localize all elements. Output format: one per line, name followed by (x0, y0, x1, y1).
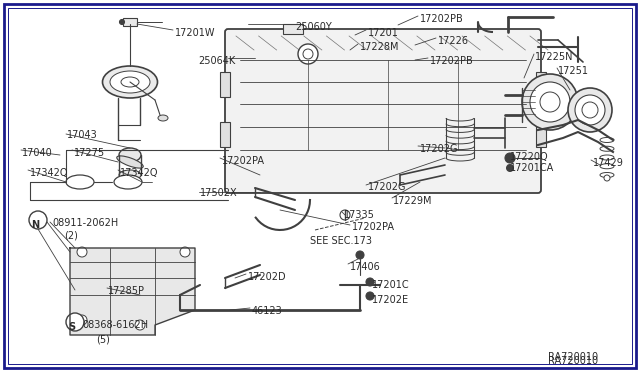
Ellipse shape (116, 156, 143, 168)
Text: 17228M: 17228M (360, 42, 399, 52)
Ellipse shape (66, 175, 94, 189)
Ellipse shape (119, 170, 141, 180)
Text: 17202E: 17202E (372, 295, 409, 305)
Text: 17226: 17226 (438, 36, 469, 46)
Circle shape (298, 44, 318, 64)
Text: 17040: 17040 (22, 148, 52, 158)
Ellipse shape (114, 175, 142, 189)
Ellipse shape (102, 66, 157, 98)
Text: 17275: 17275 (74, 148, 105, 158)
Text: 17406: 17406 (350, 262, 381, 272)
FancyBboxPatch shape (225, 29, 541, 193)
Text: RA720010: RA720010 (548, 356, 598, 366)
Text: 17202PB: 17202PB (420, 14, 464, 24)
Circle shape (303, 49, 313, 59)
Ellipse shape (119, 148, 141, 162)
Text: 17201C: 17201C (372, 280, 410, 290)
Text: 17202G: 17202G (368, 182, 406, 192)
Circle shape (575, 95, 605, 125)
Bar (536, 122, 546, 147)
Circle shape (66, 313, 84, 331)
Ellipse shape (158, 115, 168, 121)
Circle shape (29, 211, 47, 229)
Text: 17225N: 17225N (535, 52, 573, 62)
Text: 17201CA: 17201CA (510, 163, 554, 173)
Bar (220, 122, 230, 147)
Text: 17202D: 17202D (248, 272, 287, 282)
Circle shape (366, 278, 374, 286)
Circle shape (522, 74, 578, 130)
Text: 17429: 17429 (593, 158, 624, 168)
Circle shape (530, 82, 570, 122)
Text: 17202PA: 17202PA (222, 156, 265, 166)
Bar (123, 18, 137, 26)
Text: 17220Q: 17220Q (510, 152, 548, 162)
Text: 17202G: 17202G (420, 144, 458, 154)
Text: 17342Q: 17342Q (30, 168, 68, 178)
Text: 17201: 17201 (368, 28, 399, 38)
Text: (2): (2) (64, 230, 78, 240)
Circle shape (180, 247, 190, 257)
Bar (283, 24, 303, 34)
Text: 17229M: 17229M (393, 196, 433, 206)
Circle shape (506, 164, 513, 171)
Bar (220, 72, 230, 97)
Ellipse shape (121, 77, 139, 87)
Text: 17285P: 17285P (108, 286, 145, 296)
Text: SEE SEC.173: SEE SEC.173 (310, 236, 372, 246)
Circle shape (604, 175, 610, 181)
Circle shape (366, 292, 374, 300)
Text: 17342Q: 17342Q (120, 168, 159, 178)
Circle shape (340, 210, 350, 220)
Text: 17335: 17335 (344, 210, 375, 220)
Ellipse shape (110, 71, 150, 93)
Text: 08368-6162H: 08368-6162H (82, 320, 148, 330)
Circle shape (135, 320, 145, 330)
Text: 17202PB: 17202PB (430, 56, 474, 66)
Text: 25060Y: 25060Y (295, 22, 332, 32)
Circle shape (120, 19, 125, 25)
Text: RA720010: RA720010 (548, 352, 598, 362)
Text: 08911-2062H: 08911-2062H (52, 218, 118, 228)
Text: 17043: 17043 (67, 130, 98, 140)
Circle shape (356, 251, 364, 259)
Text: 17251: 17251 (558, 66, 589, 76)
Polygon shape (70, 248, 195, 335)
Circle shape (77, 315, 87, 325)
Text: (5): (5) (96, 334, 110, 344)
Circle shape (540, 92, 560, 112)
Text: 17202PA: 17202PA (352, 222, 395, 232)
Circle shape (582, 102, 598, 118)
Circle shape (77, 247, 87, 257)
Text: 17502X: 17502X (200, 188, 237, 198)
Text: N: N (31, 220, 39, 230)
Text: 46123: 46123 (252, 306, 283, 316)
Text: 25064K: 25064K (198, 56, 236, 66)
Bar (536, 72, 546, 97)
Text: S: S (68, 322, 76, 332)
Text: 17201W: 17201W (175, 28, 216, 38)
Circle shape (505, 153, 515, 163)
Circle shape (568, 88, 612, 132)
